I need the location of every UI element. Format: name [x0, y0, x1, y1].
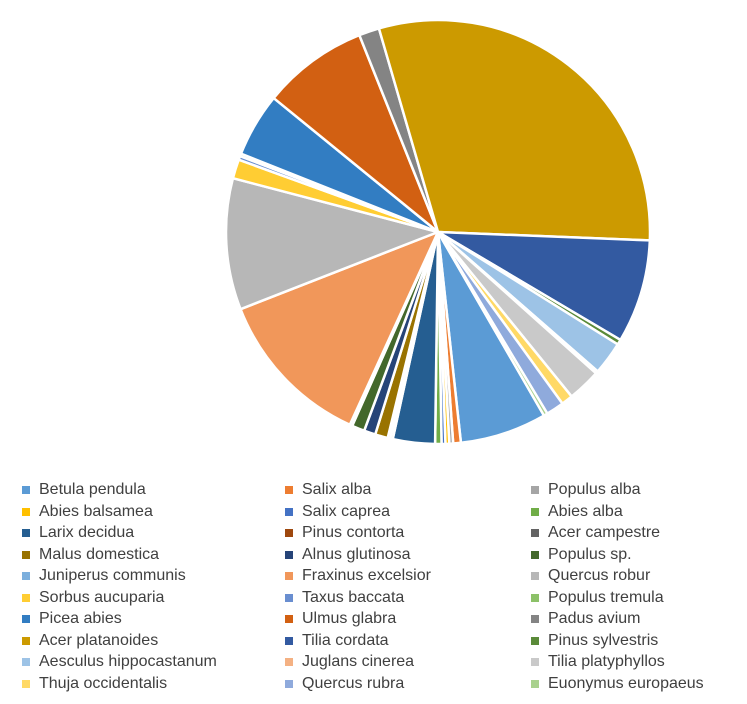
- legend-item: Abies balsamea: [22, 502, 153, 522]
- legend-label: Populus alba: [548, 481, 641, 498]
- legend-item: Aesculus hippocastanum: [22, 652, 217, 672]
- legend-label: Abies alba: [548, 502, 623, 520]
- legend-label: Acer platanoides: [39, 631, 159, 649]
- legend-label: Thuja occidentalis: [39, 674, 168, 692]
- legend-label: Larix decidua: [39, 524, 135, 541]
- legend-item: Abies alba: [531, 502, 623, 522]
- legend-item: Alnus glutinosa: [285, 545, 411, 565]
- legend-item: Taxus baccata: [285, 588, 404, 608]
- legend-item: Sorbus aucuparia: [22, 588, 164, 608]
- legend-label: Malus domestica: [39, 545, 160, 563]
- legend-swatch: [22, 529, 30, 537]
- legend-label: Padus avium: [548, 610, 641, 627]
- legend-label: Pinus contorta: [302, 524, 405, 541]
- legend-swatch: [22, 658, 30, 666]
- pie-slice-21: [377, 18, 652, 242]
- legend-swatch: [531, 679, 539, 688]
- legend-label: Betula pendula: [39, 481, 146, 498]
- legend-swatch: [531, 636, 539, 645]
- legend-item: Tilia cordata: [285, 631, 389, 651]
- legend-label: Salix alba: [302, 481, 372, 498]
- legend-item: Malus domestica: [22, 545, 159, 565]
- legend-swatch: [531, 529, 539, 537]
- legend-item: Euonymus europaeus: [531, 674, 704, 694]
- legend-item: Tilia platyphyllos: [531, 652, 665, 672]
- legend-label: Abies balsamea: [39, 502, 153, 520]
- legend-item: Acer campestre: [531, 523, 660, 543]
- legend-item: Ulmus glabra: [285, 609, 396, 629]
- legend-label: Taxus baccata: [302, 588, 405, 606]
- legend-label: Ulmus glabra: [302, 610, 397, 627]
- legend-item: Salix alba: [285, 480, 371, 500]
- legend-label: Aesculus hippocastanum: [39, 653, 217, 670]
- legend-label: Juniperus communis: [39, 567, 186, 584]
- legend-item: Thuja occidentalis: [22, 674, 167, 694]
- legend-item: Fraxinus excelsior: [285, 566, 431, 586]
- legend-swatch: [531, 486, 539, 494]
- legend-item: Populus tremula: [531, 588, 664, 608]
- legend-swatch: [531, 507, 539, 516]
- legend: Betula pendula Salix alba Populus alba Abie…: [22, 480, 747, 700]
- legend-swatch: [285, 593, 293, 602]
- legend-swatch: [285, 679, 293, 688]
- legend-swatch: [22, 593, 30, 602]
- legend-item: Juniperus communis: [22, 566, 186, 586]
- legend-swatch: [531, 615, 539, 623]
- legend-label: Salix caprea: [302, 502, 391, 520]
- pie-slice-13: [239, 230, 440, 427]
- legend-swatch: [22, 572, 30, 580]
- legend-label: Populus sp.: [548, 545, 632, 563]
- legend-item: Populus sp.: [531, 545, 632, 565]
- legend-item: Salix caprea: [285, 502, 390, 522]
- legend-swatch: [22, 615, 30, 623]
- legend-swatch: [22, 486, 30, 494]
- legend-label: Sorbus aucuparia: [39, 588, 165, 606]
- pie-chart: [224, 18, 652, 446]
- pie-slice-29: [436, 230, 549, 417]
- pie-slices: [224, 18, 652, 446]
- legend-label: Tilia cordata: [302, 631, 389, 649]
- legend-swatch: [531, 593, 539, 602]
- legend-label: Tilia platyphyllos: [548, 653, 665, 670]
- legend-swatch: [531, 550, 539, 559]
- legend-label: Acer campestre: [548, 524, 661, 541]
- legend-swatch: [285, 636, 293, 645]
- legend-swatch: [22, 507, 30, 516]
- legend-swatch: [531, 572, 539, 580]
- pie-slice-14: [224, 176, 440, 311]
- legend-label: Juglans cinerea: [302, 653, 415, 670]
- legend-item: Quercus robur: [531, 566, 650, 586]
- legend-item: Quercus rubra: [285, 674, 404, 694]
- pie-slice-19: [272, 33, 440, 234]
- legend-label: Picea abies: [39, 610, 122, 627]
- legend-label: Quercus robur: [548, 567, 651, 584]
- legend-label: Populus tremula: [548, 588, 664, 606]
- legend-swatch: [285, 486, 293, 494]
- legend-swatch: [531, 658, 539, 666]
- legend-label: Quercus rubra: [302, 674, 405, 692]
- legend-item: Pinus contorta: [285, 523, 404, 543]
- legend-item: Populus alba: [531, 480, 641, 500]
- legend-label: Alnus glutinosa: [302, 545, 411, 563]
- legend-label: Euonymus europaeus: [548, 674, 704, 692]
- legend-label: Fraxinus excelsior: [302, 567, 431, 584]
- legend-swatch: [22, 679, 30, 688]
- legend-swatch: [285, 658, 293, 666]
- legend-swatch: [285, 507, 293, 516]
- legend-item: Juglans cinerea: [285, 652, 414, 672]
- legend-item: Betula pendula: [22, 480, 146, 500]
- legend-swatch: [285, 615, 293, 623]
- legend-label: Pinus sylvestris: [548, 631, 659, 649]
- pie-slice-22: [436, 230, 652, 342]
- legend-swatch: [285, 572, 293, 580]
- legend-item: Larix decidua: [22, 523, 134, 543]
- legend-swatch: [22, 550, 30, 559]
- legend-swatch: [285, 529, 293, 537]
- legend-item: Acer platanoides: [22, 631, 158, 651]
- legend-item: Pinus sylvestris: [531, 631, 658, 651]
- legend-item: Padus avium: [531, 609, 641, 629]
- legend-item: Picea abies: [22, 609, 122, 629]
- legend-swatch: [285, 550, 293, 559]
- legend-swatch: [22, 636, 30, 645]
